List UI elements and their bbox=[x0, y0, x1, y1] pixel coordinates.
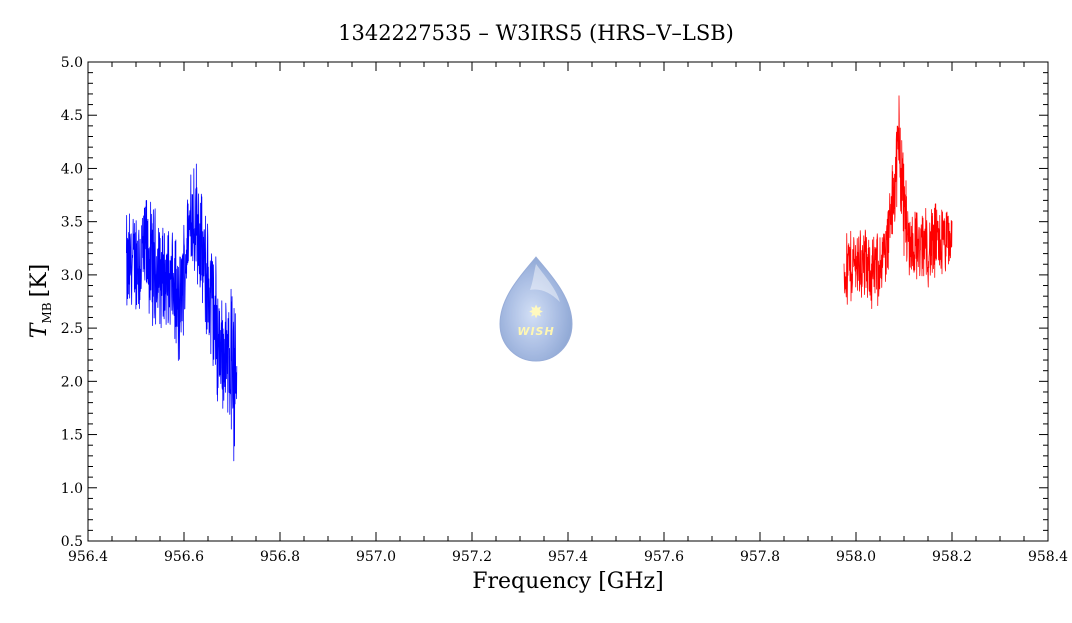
y-axis-title: TMB [K] bbox=[27, 264, 54, 338]
y-tick-label: 3.5 bbox=[61, 215, 83, 231]
star-icon: ✸ bbox=[528, 302, 543, 323]
y-tick-label: 1.5 bbox=[61, 428, 83, 444]
y-axis-unit: [K] bbox=[27, 264, 52, 298]
water-drop-icon bbox=[499, 256, 573, 362]
x-tick-label: 957.4 bbox=[548, 549, 588, 565]
x-axis-title: Frequency [GHz] bbox=[472, 569, 664, 594]
wish-logo: ✸ WISH bbox=[499, 256, 573, 362]
y-tick-label: 3.0 bbox=[61, 268, 83, 284]
y-axis-symbol: T bbox=[27, 321, 52, 338]
x-tick-label: 957.6 bbox=[644, 549, 684, 565]
logo-label: WISH bbox=[517, 325, 554, 338]
x-tick-label: 957.0 bbox=[356, 549, 396, 565]
x-tick-label: 958.2 bbox=[932, 549, 972, 565]
y-tick-label: 5.0 bbox=[61, 55, 83, 71]
x-tick-label: 958.4 bbox=[1028, 549, 1068, 565]
x-tick-label: 956.8 bbox=[260, 549, 300, 565]
y-tick-label: 4.0 bbox=[61, 161, 83, 177]
x-tick-label: 956.6 bbox=[164, 549, 204, 565]
x-tick-label: 958.0 bbox=[836, 549, 876, 565]
series-layer bbox=[126, 95, 953, 462]
spectrum-series-2 bbox=[843, 95, 953, 310]
y-tick-label: 0.5 bbox=[61, 534, 83, 550]
x-tick-label: 957.8 bbox=[740, 549, 780, 565]
y-tick-label: 2.5 bbox=[61, 321, 83, 337]
x-tick-label: 956.4 bbox=[68, 549, 108, 565]
chart-title: 1342227535 – W3IRS5 (HRS–V–LSB) bbox=[338, 21, 734, 45]
spectrum-series-1 bbox=[126, 163, 238, 462]
drop-highlight bbox=[530, 264, 560, 302]
y-tick-label: 4.5 bbox=[61, 108, 83, 124]
ticks-layer: 956.4 956.6 956.8 957.0 957.2 957.4 957.6 957.8… bbox=[61, 55, 1068, 565]
y-axis-subscript: MB bbox=[40, 302, 54, 323]
y-tick-label: 1.0 bbox=[61, 481, 83, 497]
y-tick-label: 2.0 bbox=[61, 374, 83, 390]
x-tick-label: 957.2 bbox=[452, 549, 492, 565]
plot-frame bbox=[87, 61, 1049, 542]
